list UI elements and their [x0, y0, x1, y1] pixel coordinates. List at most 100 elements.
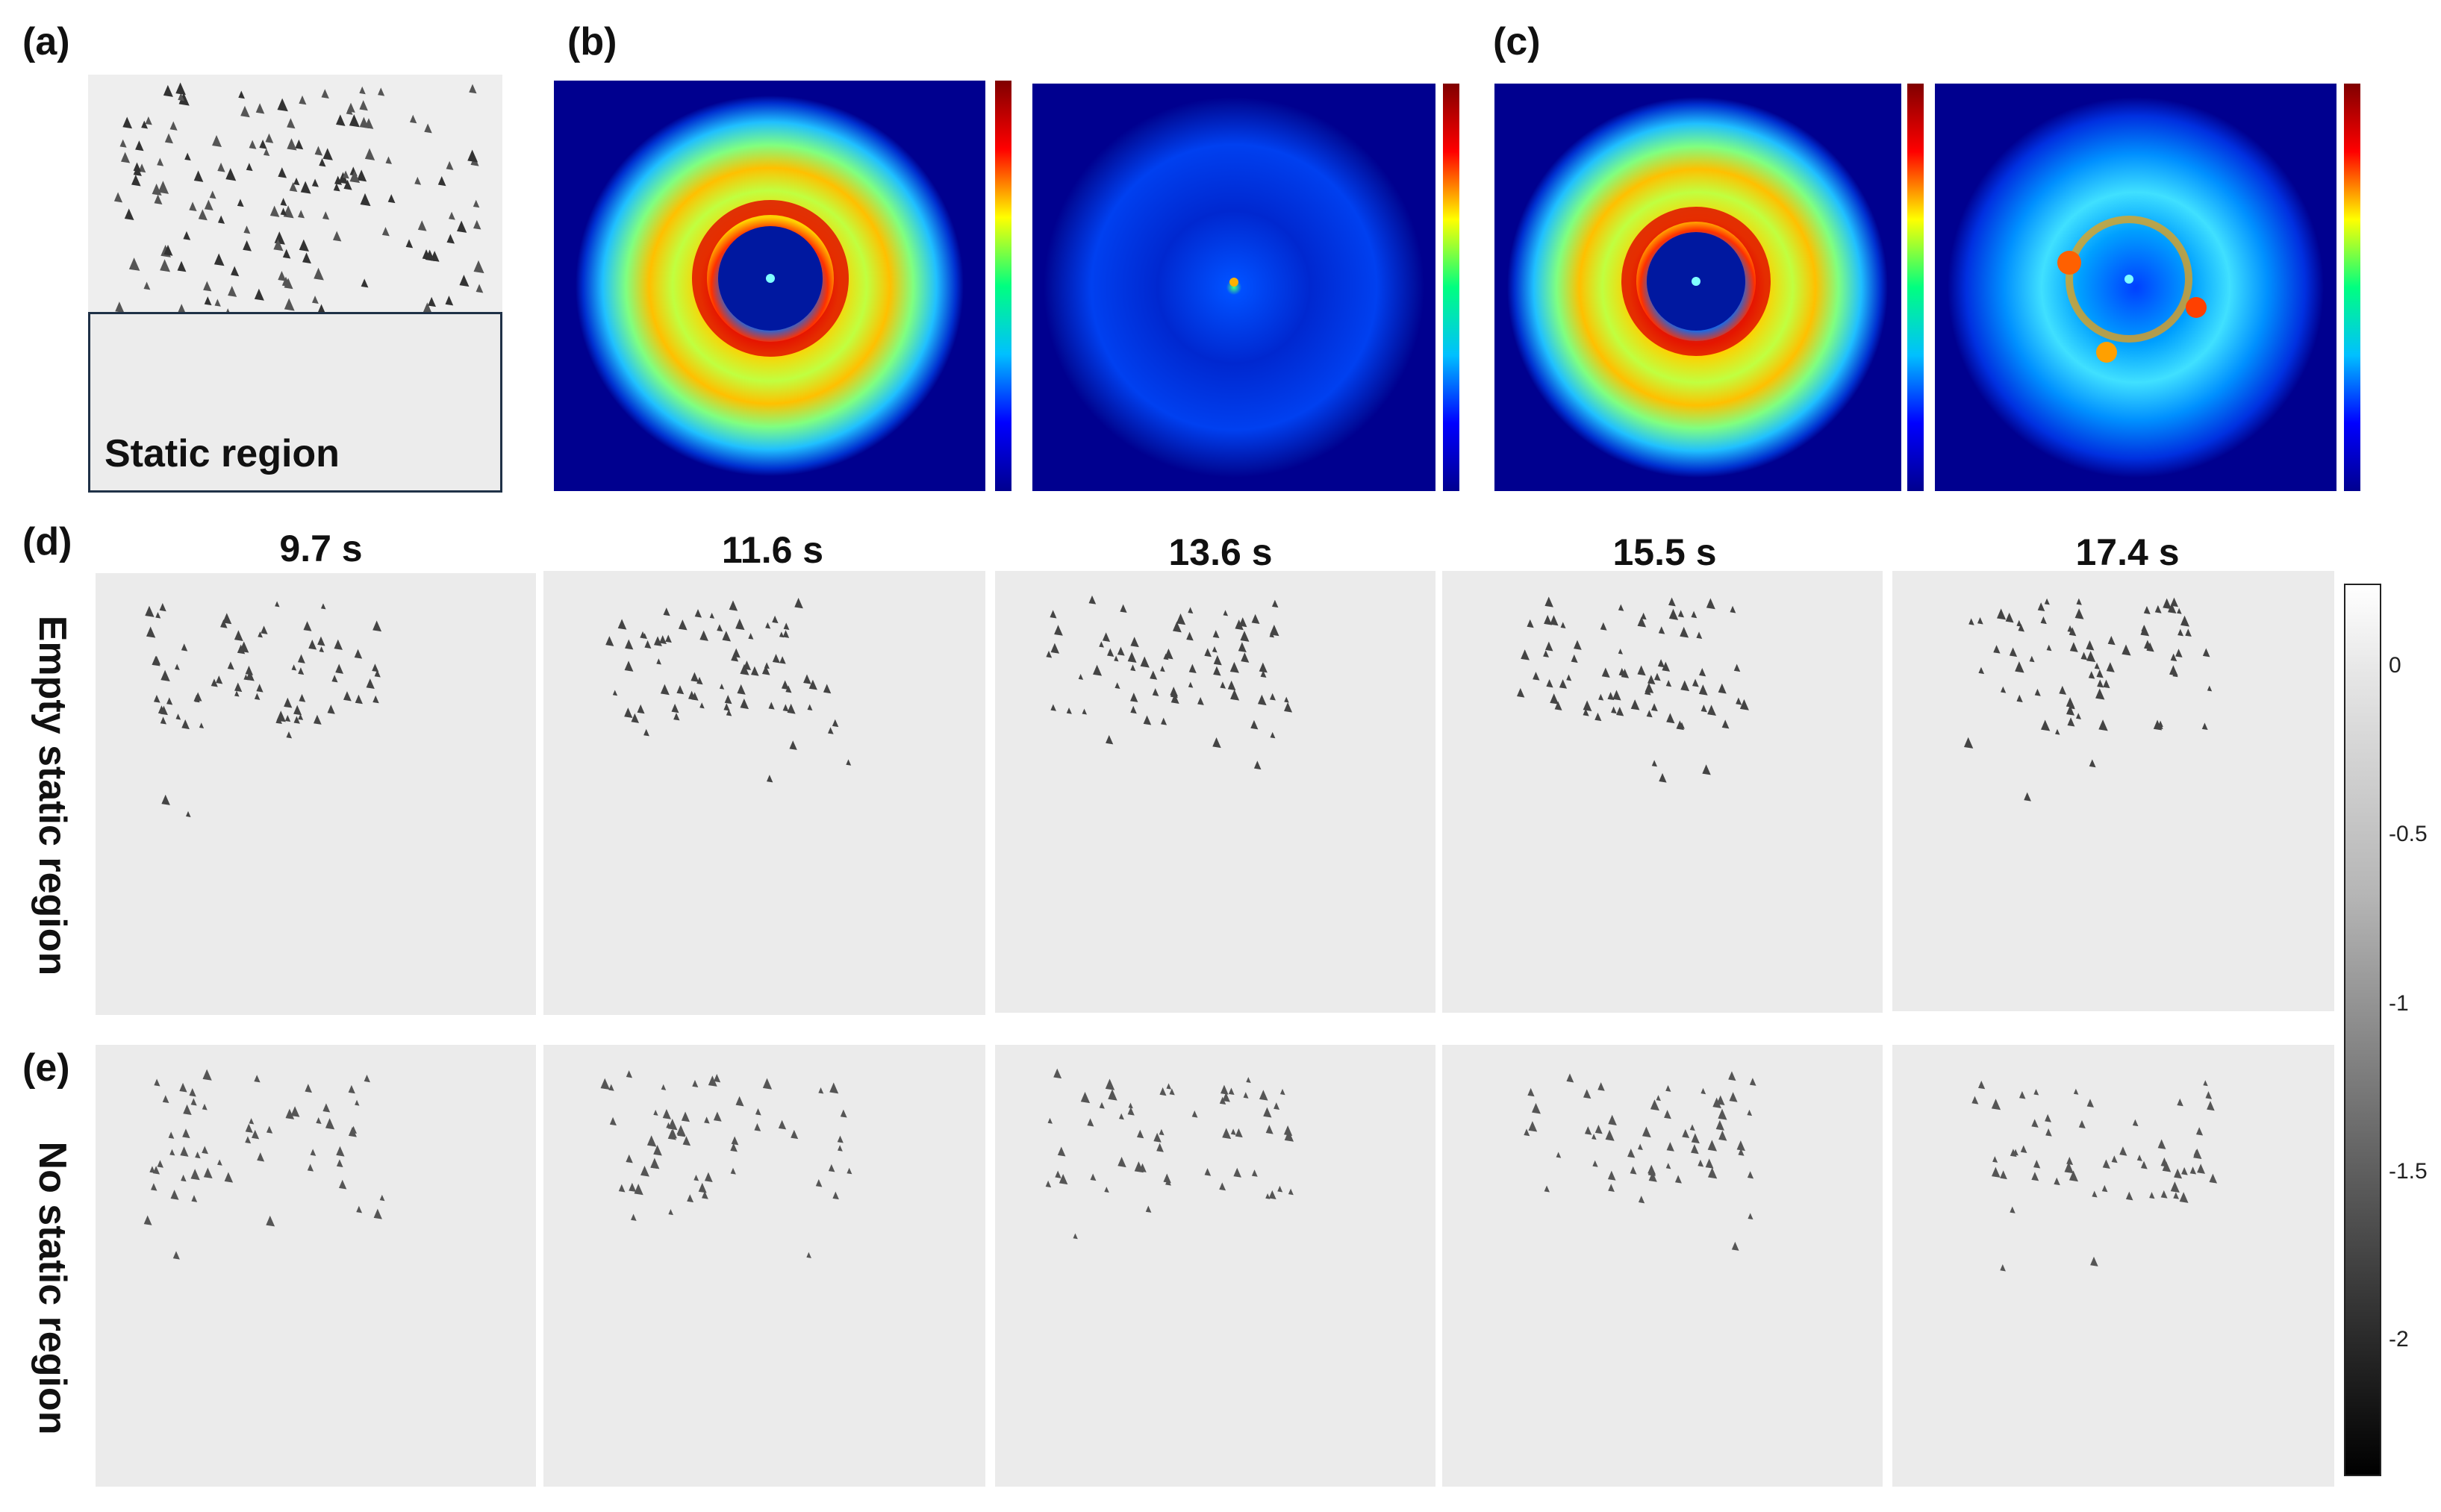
particle-mark: [2193, 1149, 2202, 1159]
particle-mark: [170, 1190, 179, 1200]
particle-mark: [1736, 1140, 1745, 1152]
particle-mark: [2177, 607, 2182, 614]
particle-mark: [284, 715, 291, 722]
particle-mark: [258, 631, 263, 638]
particle-mark: [1230, 1128, 1236, 1135]
particle-mark: [631, 1213, 637, 1221]
particle-mark: [2185, 628, 2192, 637]
particle-mark: [1679, 722, 1685, 729]
particle-mark: [332, 231, 342, 242]
particle-mark: [772, 615, 779, 624]
particle-mark: [320, 603, 326, 610]
colorbar-c2: [2344, 84, 2360, 491]
particle-mark: [1729, 1092, 1738, 1102]
particle-mark: [1712, 1097, 1721, 1108]
particle-mark: [1283, 1125, 1293, 1136]
particle-mark: [349, 114, 360, 128]
particle-mark: [467, 149, 478, 163]
particle-mark: [1078, 673, 1084, 680]
row-label-d: Empty static region: [31, 615, 74, 976]
particle-mark: [202, 1146, 208, 1155]
particle-mark: [709, 612, 715, 619]
particle-mark: [2010, 1206, 2016, 1213]
particle-mark: [2066, 1156, 2074, 1165]
particle-mark: [1050, 704, 1056, 711]
particle-mark: [1662, 661, 1671, 672]
particle-mark: [1233, 1167, 1241, 1178]
particle-mark: [671, 703, 679, 713]
particle-mark: [681, 1111, 690, 1122]
particle-mark: [1170, 688, 1178, 699]
particle-mark: [322, 148, 333, 160]
particle-mark: [163, 244, 173, 256]
particle-mark: [313, 714, 322, 725]
jet-map-c2: [1935, 84, 2336, 491]
particle-mark: [157, 157, 164, 166]
particle-mark: [1265, 1193, 1271, 1199]
particle-mark: [266, 1125, 273, 1134]
particle-mark: [1235, 619, 1244, 631]
particle-mark: [1630, 1166, 1637, 1175]
particle-mark: [687, 1194, 694, 1203]
particle-mark: [1545, 641, 1553, 652]
particle-mark: [1707, 1140, 1718, 1152]
particle-mark: [1644, 687, 1651, 696]
particle-mark: [696, 676, 703, 685]
particle-mark: [222, 613, 232, 625]
particle-mark: [713, 1111, 722, 1122]
particle-mark: [1279, 1088, 1285, 1096]
particle-mark: [335, 663, 344, 674]
particle-mark: [1705, 1158, 1714, 1169]
particle-mark: [2090, 1256, 2098, 1266]
particle-mark: [662, 1108, 671, 1119]
particle-mark: [459, 275, 470, 287]
particle-mark: [608, 1084, 614, 1091]
particle-mark: [240, 105, 250, 118]
particle-mark: [1053, 1068, 1062, 1079]
particle-mark: [624, 660, 634, 672]
jet-map-b1: [554, 81, 985, 491]
particle-mark: [779, 656, 786, 664]
particle-mark: [1092, 664, 1103, 676]
particle-mark: [1749, 1078, 1756, 1086]
particle-mark: [2029, 655, 2035, 663]
particle-mark: [1698, 1159, 1704, 1167]
particle-mark: [2046, 644, 2052, 652]
particle-mark: [356, 1205, 363, 1213]
colorbar-b2: [1443, 84, 1459, 491]
particle-mark: [1230, 689, 1240, 701]
particle-mark: [381, 227, 390, 237]
particle-mark: [2162, 1161, 2172, 1172]
particle-mark: [1188, 681, 1194, 688]
particle-mark: [354, 649, 363, 659]
particle-mark: [1738, 1148, 1745, 1156]
particle-mark: [360, 193, 371, 207]
particle-mark: [473, 219, 481, 230]
particle-mark: [2177, 1098, 2183, 1107]
particle-mark: [303, 621, 312, 631]
particle-mark: [225, 168, 237, 181]
particle-mark: [815, 1178, 823, 1187]
particle-mark: [182, 1128, 190, 1139]
time-label-2: 11.6 s: [721, 529, 824, 571]
particle-mark: [254, 288, 264, 301]
particle-mark: [794, 597, 803, 609]
particle-mark: [361, 278, 369, 288]
particle-mark: [1235, 1128, 1243, 1138]
particle-mark: [2054, 1177, 2060, 1186]
particle-mark: [1107, 648, 1114, 657]
particle-mark: [343, 691, 352, 702]
particle-mark: [1700, 705, 1707, 713]
particle-mark: [1213, 655, 1222, 666]
particle-mark: [1748, 1213, 1753, 1220]
particle-mark: [325, 1118, 335, 1130]
particle-mark: [1638, 1143, 1643, 1151]
particle-mark: [693, 1174, 699, 1181]
particle-mark: [1991, 1099, 2001, 1110]
particle-mark: [122, 116, 133, 129]
particle-mark: [1612, 690, 1621, 701]
particle-mark: [425, 249, 435, 261]
particle-mark: [169, 1149, 175, 1156]
particle-mark: [1638, 1196, 1645, 1204]
particle-mark: [626, 1070, 633, 1078]
